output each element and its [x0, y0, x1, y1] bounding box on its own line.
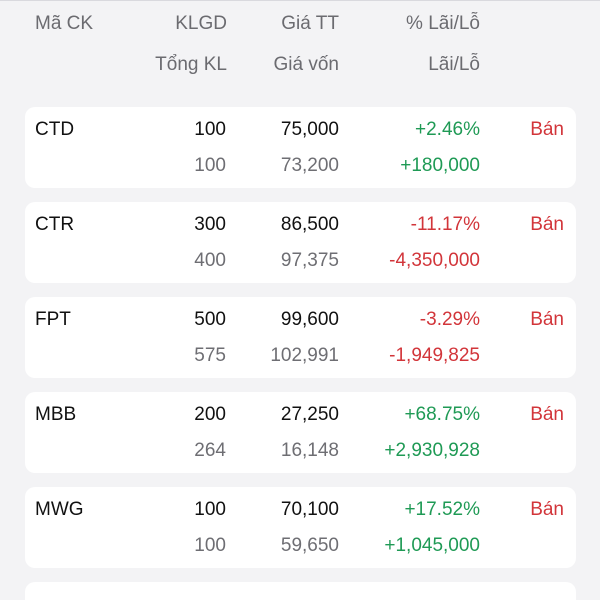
row-pct: -11.17%: [410, 214, 480, 235]
row-pnl: +1,045,000: [384, 535, 480, 556]
row-pnl: +180,000: [400, 155, 480, 176]
row-symbol: MBB: [35, 404, 77, 425]
row-price: 86,500: [280, 214, 339, 235]
header-total-vol: Tổng KL: [155, 54, 227, 75]
header-pnl: Lãi/Lỗ: [428, 54, 480, 75]
sell-button[interactable]: Bán: [530, 309, 564, 330]
header-symbol: Mã CK: [35, 13, 94, 34]
holding-row-fpt[interactable]: FPT 500 99,600 -3.29% Bán 575 102,991 -1…: [25, 297, 576, 378]
row-price: 70,100: [280, 499, 339, 520]
row-pct: +17.52%: [404, 499, 480, 520]
row-klgd: 200: [194, 404, 226, 425]
row-price: 75,000: [280, 119, 339, 140]
row-pnl: -1,949,825: [389, 345, 480, 366]
row-klgd: 100: [194, 119, 226, 140]
row-pnl: -4,350,000: [389, 250, 480, 271]
row-cost: 97,375: [280, 250, 339, 271]
holding-row-ctd[interactable]: CTD 100 75,000 +2.46% Bán 100 73,200 +18…: [25, 107, 576, 188]
sell-button[interactable]: Bán: [530, 404, 564, 425]
sell-button[interactable]: Bán: [530, 119, 564, 140]
header-price: Giá TT: [281, 13, 339, 34]
row-pct: +2.46%: [415, 119, 480, 140]
row-cost: 16,148: [280, 440, 339, 461]
row-symbol: CTD: [35, 119, 75, 140]
header-cost: Giá vốn: [273, 54, 339, 75]
row-klgd: 100: [194, 499, 226, 520]
row-cost: 102,991: [270, 345, 339, 366]
header-klgd: KLGD: [175, 13, 227, 34]
row-pct: -3.29%: [419, 309, 480, 330]
sell-button[interactable]: Bán: [530, 499, 564, 520]
row-total-vol: 575: [194, 345, 226, 366]
holding-row-ctr[interactable]: CTR 300 86,500 -11.17% Bán 400 97,375 -4…: [25, 202, 576, 283]
sell-button[interactable]: Bán: [530, 214, 564, 235]
row-total-vol: 100: [194, 155, 226, 176]
row-cost: 59,650: [280, 535, 339, 556]
row-price: 99,600: [280, 309, 339, 330]
row-pct: +68.75%: [404, 404, 480, 425]
top-divider: [0, 0, 600, 1]
row-price: 27,250: [280, 404, 339, 425]
row-symbol: CTR: [35, 214, 75, 235]
row-cost: 73,200: [280, 155, 339, 176]
row-pnl: +2,930,928: [384, 440, 480, 461]
row-symbol: FPT: [35, 309, 71, 330]
row-total-vol: 400: [194, 250, 226, 271]
holding-row-partial[interactable]: [25, 582, 576, 600]
row-total-vol: 100: [194, 535, 226, 556]
holding-row-mbb[interactable]: MBB 200 27,250 +68.75% Bán 264 16,148 +2…: [25, 392, 576, 473]
row-klgd: 300: [194, 214, 226, 235]
row-symbol: MWG: [35, 499, 84, 520]
header-pct: % Lãi/Lỗ: [406, 13, 480, 34]
holding-row-mwg[interactable]: MWG 100 70,100 +17.52% Bán 100 59,650 +1…: [25, 487, 576, 568]
row-klgd: 500: [194, 309, 226, 330]
row-total-vol: 264: [194, 440, 226, 461]
